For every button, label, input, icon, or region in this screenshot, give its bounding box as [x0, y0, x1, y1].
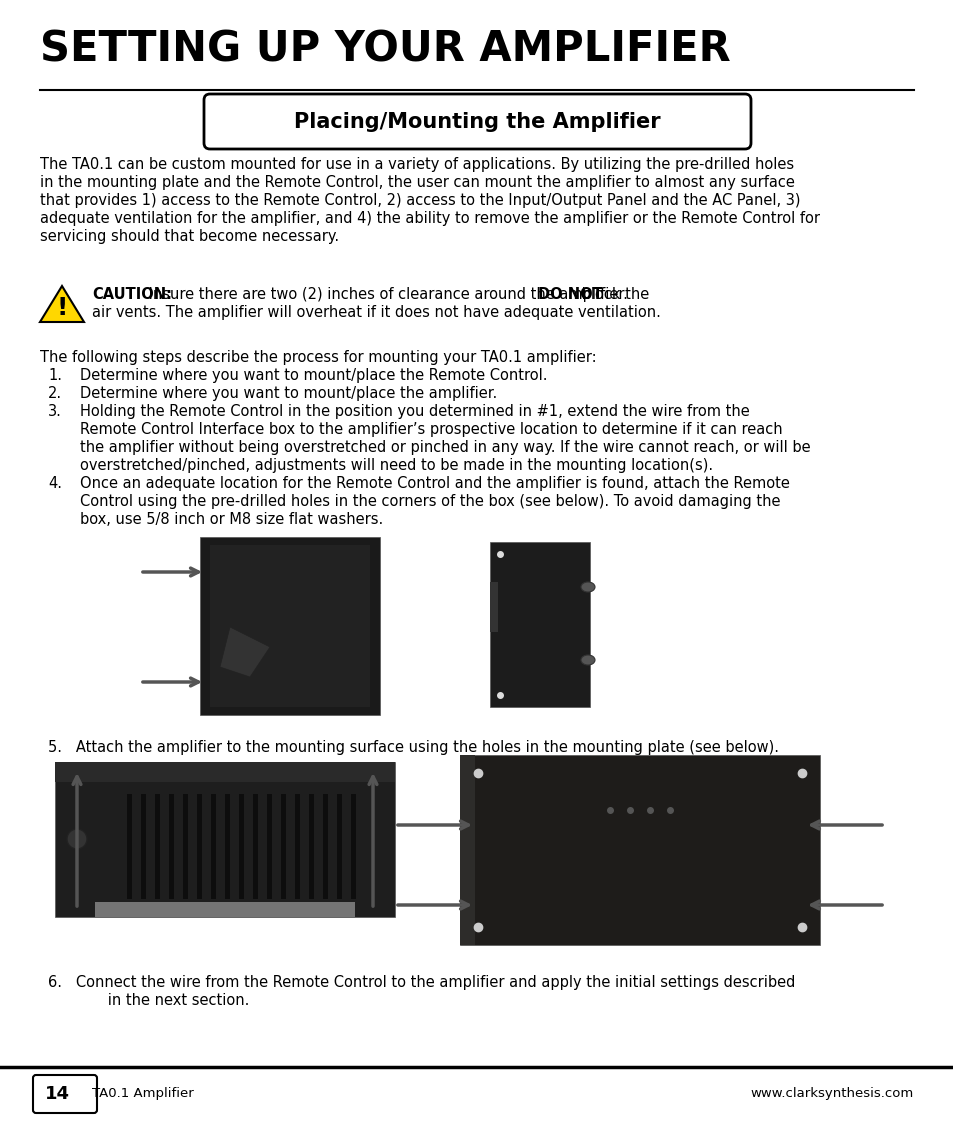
Text: The following steps describe the process for mounting your TA0.1 amplifier:: The following steps describe the process…	[40, 350, 596, 365]
Bar	[294, 794, 299, 899]
Bar	[336, 794, 341, 899]
Bar	[490, 541, 589, 707]
Text: www.clarksynthesis.com: www.clarksynthesis.com	[750, 1087, 913, 1101]
Text: that provides 1) access to the Remote Control, 2) access to the Input/Output Pan: that provides 1) access to the Remote Co…	[40, 193, 800, 209]
Text: 2.: 2.	[48, 386, 62, 401]
Text: CAUTION:: CAUTION:	[91, 287, 172, 302]
Text: Determine where you want to mount/place the amplifier.: Determine where you want to mount/place …	[80, 386, 497, 401]
Ellipse shape	[580, 582, 595, 592]
Text: overstretched/pinched, adjustments will need to be made in the mounting location: overstretched/pinched, adjustments will …	[80, 458, 713, 473]
Bar	[196, 794, 202, 899]
Bar	[281, 794, 286, 899]
Bar	[210, 545, 370, 707]
Bar	[267, 794, 272, 899]
Bar	[239, 794, 244, 899]
Text: Holding the Remote Control in the position you determined in #1, extend the wire: Holding the Remote Control in the positi…	[80, 404, 749, 419]
Text: Once an adequate location for the Remote Control and the amplifier is found, att: Once an adequate location for the Remote…	[80, 476, 789, 491]
Text: box, use 5/8 inch or M8 size flat washers.: box, use 5/8 inch or M8 size flat washer…	[80, 512, 383, 527]
Polygon shape	[220, 627, 270, 677]
Text: The TA0.1 can be custom mounted for use in a variety of applications. By utilizi: The TA0.1 can be custom mounted for use …	[40, 157, 793, 172]
Text: 5.   Attach the amplifier to the mounting surface using the holes in the mountin: 5. Attach the amplifier to the mounting …	[48, 740, 779, 756]
Text: 3.: 3.	[48, 404, 62, 419]
Bar	[95, 902, 355, 917]
Text: SETTING UP YOUR AMPLIFIER: SETTING UP YOUR AMPLIFIER	[40, 28, 730, 70]
Text: air vents. The amplifier will overheat if it does not have adequate ventilation.: air vents. The amplifier will overheat i…	[91, 305, 660, 319]
Bar	[169, 794, 173, 899]
Text: Placing/Mounting the Amplifier: Placing/Mounting the Amplifier	[294, 111, 660, 131]
Bar	[127, 794, 132, 899]
Bar	[200, 537, 379, 715]
Bar	[55, 762, 395, 782]
Ellipse shape	[580, 655, 595, 665]
Text: DO NOT: DO NOT	[537, 287, 602, 302]
Bar	[253, 794, 257, 899]
Text: Remote Control Interface box to the amplifier’s prospective location to determin: Remote Control Interface box to the ampl…	[80, 421, 781, 437]
Ellipse shape	[67, 830, 87, 849]
Bar	[211, 794, 215, 899]
Bar	[459, 756, 820, 945]
Text: in the mounting plate and the Remote Control, the user can mount the amplifier t: in the mounting plate and the Remote Con…	[40, 175, 794, 189]
Bar	[55, 762, 395, 917]
Bar	[490, 582, 497, 632]
Text: servicing should that become necessary.: servicing should that become necessary.	[40, 229, 338, 244]
Text: in the next section.: in the next section.	[80, 993, 249, 1008]
Text: Insure there are two (2) inches of clearance around the amplifier.: Insure there are two (2) inches of clear…	[144, 287, 632, 302]
Text: Determine where you want to mount/place the Remote Control.: Determine where you want to mount/place …	[80, 368, 547, 383]
Bar	[351, 794, 355, 899]
Bar	[183, 794, 188, 899]
Bar	[309, 794, 314, 899]
Bar	[459, 756, 475, 945]
Bar	[141, 794, 146, 899]
FancyBboxPatch shape	[33, 1075, 97, 1113]
Text: !: !	[56, 296, 68, 319]
Text: TA0.1 Amplifier: TA0.1 Amplifier	[91, 1087, 193, 1101]
Bar	[323, 794, 328, 899]
Text: adequate ventilation for the amplifier, and 4) the ability to remove the amplifi: adequate ventilation for the amplifier, …	[40, 211, 820, 226]
Polygon shape	[40, 286, 84, 322]
Text: 6.   Connect the wire from the Remote Control to the amplifier and apply the ini: 6. Connect the wire from the Remote Cont…	[48, 975, 795, 990]
Text: Control using the pre-drilled holes in the corners of the box (see below). To av: Control using the pre-drilled holes in t…	[80, 494, 780, 509]
Bar	[225, 794, 230, 899]
Text: 4.: 4.	[48, 476, 62, 491]
FancyBboxPatch shape	[204, 94, 750, 149]
Text: 14: 14	[45, 1085, 70, 1103]
Bar	[154, 794, 160, 899]
Text: block the: block the	[577, 287, 649, 302]
Text: the amplifier without being overstretched or pinched in any way. If the wire can: the amplifier without being overstretche…	[80, 441, 810, 455]
Text: 1.: 1.	[48, 368, 62, 383]
